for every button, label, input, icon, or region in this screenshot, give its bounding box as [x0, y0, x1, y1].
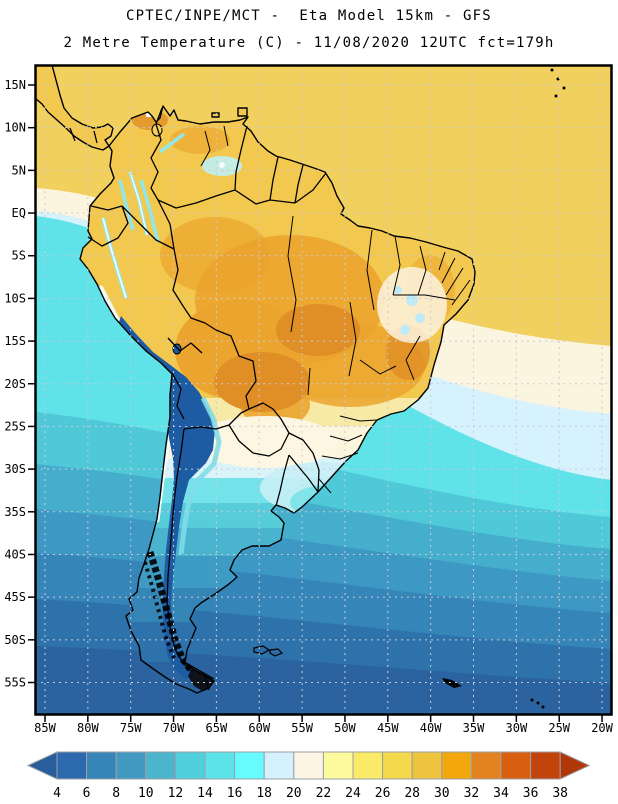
colorbar-segment [56, 751, 88, 780]
lat-label: 5S [12, 249, 26, 263]
map-subtitle: 2 Metre Temperature (C) - 11/08/2020 12U… [63, 35, 555, 51]
temperature-colorbar: 4 6 8 10 12 14 16 18 20 22 24 26 28 30 32 34 36 38 [26, 751, 591, 801]
lon-label: 20W [591, 721, 613, 735]
lat-label: EQ [12, 206, 26, 220]
northeast-highlands [377, 267, 447, 343]
colorbar-label: 4 [53, 786, 61, 800]
map-title: CPTEC/INPE/MCT - Eta Model 15km - GFS [126, 8, 492, 24]
colorbar-label: 34 [493, 786, 509, 800]
warm-interior-patches [132, 110, 455, 427]
colorbar-label: 28 [404, 786, 420, 800]
country-borders [69, 107, 327, 691]
colorbar-segment [115, 751, 147, 780]
south-georgia-island [442, 678, 462, 688]
colorbar-label: 38 [552, 786, 568, 800]
lat-label: 45S [4, 590, 26, 604]
lat-label: 25S [4, 419, 26, 433]
colorbar-segment [174, 751, 206, 780]
colorbar-segment [204, 751, 236, 780]
lat-label: 35S [4, 505, 26, 519]
colorbar-label: 12 [168, 786, 184, 800]
colorbar-label: 26 [375, 786, 391, 800]
lon-label: 25W [548, 721, 570, 735]
map-frame [34, 64, 613, 716]
map-canvas [35, 65, 612, 715]
colorbar-label: 30 [434, 786, 450, 800]
colorbar-segment [234, 751, 265, 780]
lat-label: 20S [4, 377, 26, 391]
colorbar-label: 20 [286, 786, 302, 800]
lat-label: 15N [4, 78, 26, 92]
colorbar-left-arrow [26, 751, 58, 780]
lon-label: 55W [291, 721, 313, 735]
colorbar-segment [500, 751, 532, 780]
colorbar-label: 10 [138, 786, 154, 800]
colorbar-segment [293, 751, 324, 780]
lat-label: 55S [4, 676, 26, 690]
colorbar-label: 14 [197, 786, 213, 800]
lake-maracaibo [151, 123, 163, 137]
colorbar-label: 22 [316, 786, 332, 800]
lon-label: 30W [506, 721, 528, 735]
colorbar-segment [441, 751, 472, 780]
colorbar-segment [322, 751, 354, 780]
latitude-labels: 15N 10N 5N EQ 5S 10S 15S 20S 25S 30S 35S 40S 45S 50S 5… [4, 78, 26, 690]
latitude-ticks [28, 84, 35, 684]
colorbar-label: 6 [83, 786, 91, 800]
lat-label: 5N [12, 163, 26, 177]
lat-label: 10N [4, 121, 26, 135]
lon-label: 85W [34, 721, 56, 735]
islands [211, 68, 566, 709]
colorbar-label: 18 [256, 786, 272, 800]
longitude-labels: 85W 80W 75W 70W 65W 60W 55W 50W 45W 40W 35W 30W 25W 2… [34, 721, 613, 735]
falkland-islands [253, 645, 271, 655]
colorbar-segment [382, 751, 413, 780]
lat-label: 10S [4, 291, 26, 305]
lat-label: 50S [4, 633, 26, 647]
colorbar-segment [352, 751, 384, 780]
margarita-island [211, 112, 220, 118]
central-america [35, 65, 114, 151]
colorbar-segment [530, 751, 561, 780]
lon-label: 45W [377, 721, 399, 735]
lon-label: 50W [334, 721, 356, 735]
lat-label: 40S [4, 547, 26, 561]
longitude-ticks [44, 715, 603, 722]
lon-label: 75W [120, 721, 142, 735]
guiana-highlands [202, 156, 242, 176]
trinidad-island [237, 107, 248, 117]
colorbar-label: 16 [227, 786, 243, 800]
grid-layer [35, 65, 612, 715]
lon-label: 60W [248, 721, 270, 735]
lon-label: 65W [206, 721, 228, 735]
colorbar-label: 32 [464, 786, 480, 800]
colorbar-label: 8 [112, 786, 120, 800]
lat-label: 30S [4, 462, 26, 476]
state-borders [200, 125, 471, 494]
colorbar-segment [411, 751, 443, 780]
colorbar-right-arrow [559, 751, 591, 780]
colorbar-label: 36 [523, 786, 539, 800]
lon-label: 70W [163, 721, 185, 735]
lon-label: 80W [77, 721, 99, 735]
colorbar-segment [145, 751, 176, 780]
colorbar-segment [263, 751, 295, 780]
colorbar-segment [86, 751, 117, 780]
colorbar-segment [470, 751, 502, 780]
lon-label: 35W [463, 721, 485, 735]
colorbar-label: 24 [345, 786, 361, 800]
lat-label: 15S [4, 334, 26, 348]
lon-label: 40W [420, 721, 442, 735]
